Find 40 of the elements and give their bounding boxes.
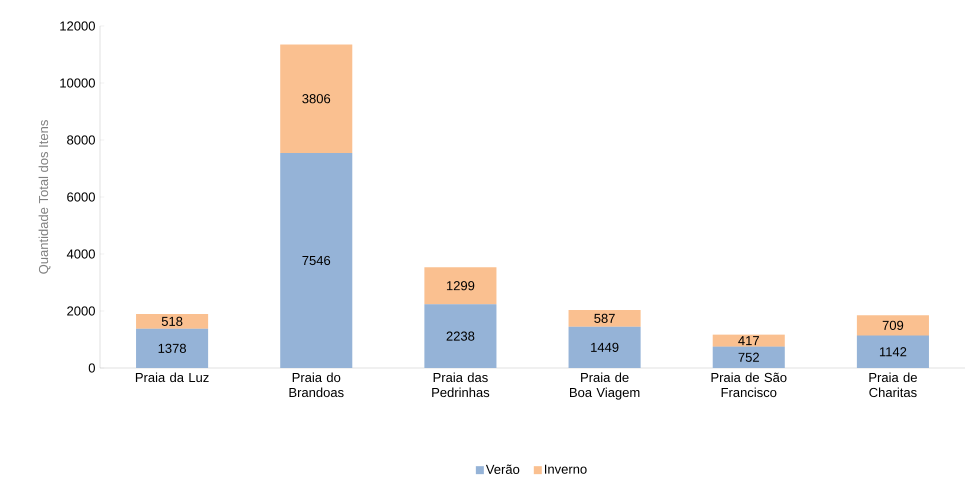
y-tick-label: 6000 [67, 192, 95, 202]
data-label: 3806 [302, 94, 330, 104]
bar [424, 267, 496, 304]
bar [568, 326, 641, 368]
data-label: 587 [594, 314, 615, 323]
data-label: 1142 [880, 347, 906, 356]
x-tick-label: Praia de Boa Viagem [570, 372, 640, 400]
y-tick-label: 4000 [66, 249, 95, 259]
legend-label: Verão [486, 464, 520, 474]
data-label: 1449 [591, 342, 618, 352]
x-tick-label: Praia da Luz [136, 372, 209, 382]
data-label: 752 [738, 352, 759, 362]
bar [856, 315, 929, 336]
bar [280, 44, 352, 153]
y-tick-label: 10000 [60, 78, 95, 88]
y-tick-label: 12000 [60, 21, 95, 31]
y-tick-label: 8000 [67, 135, 95, 145]
data-label: 1378 [158, 344, 186, 353]
x-tick-label: Praia do Brandoas [289, 372, 344, 398]
legend-label: Inverno [545, 464, 587, 474]
data-label: 417 [738, 336, 759, 346]
bar [136, 314, 208, 329]
bar [424, 304, 496, 368]
y-axis-title: Quantidade Total dos Itens [38, 120, 50, 274]
data-label: 2238 [446, 332, 474, 341]
bar [712, 334, 785, 347]
x-tick-label: Praia de Charitas [869, 372, 917, 398]
bar [136, 328, 208, 368]
bar [856, 335, 929, 368]
data-label: 7546 [302, 256, 330, 266]
x-tick-label: Praia das Pedrinhas [432, 372, 490, 398]
bar [712, 346, 785, 368]
y-tick-label: 0 [88, 363, 95, 373]
x-tick-label: Praia de São Francisco [712, 372, 786, 398]
data-label: 518 [162, 316, 182, 326]
data-label: 709 [882, 320, 904, 330]
bar [280, 152, 352, 368]
y-tick-label: 2000 [67, 306, 95, 316]
data-label: 1299 [446, 281, 474, 290]
bar [568, 310, 641, 327]
